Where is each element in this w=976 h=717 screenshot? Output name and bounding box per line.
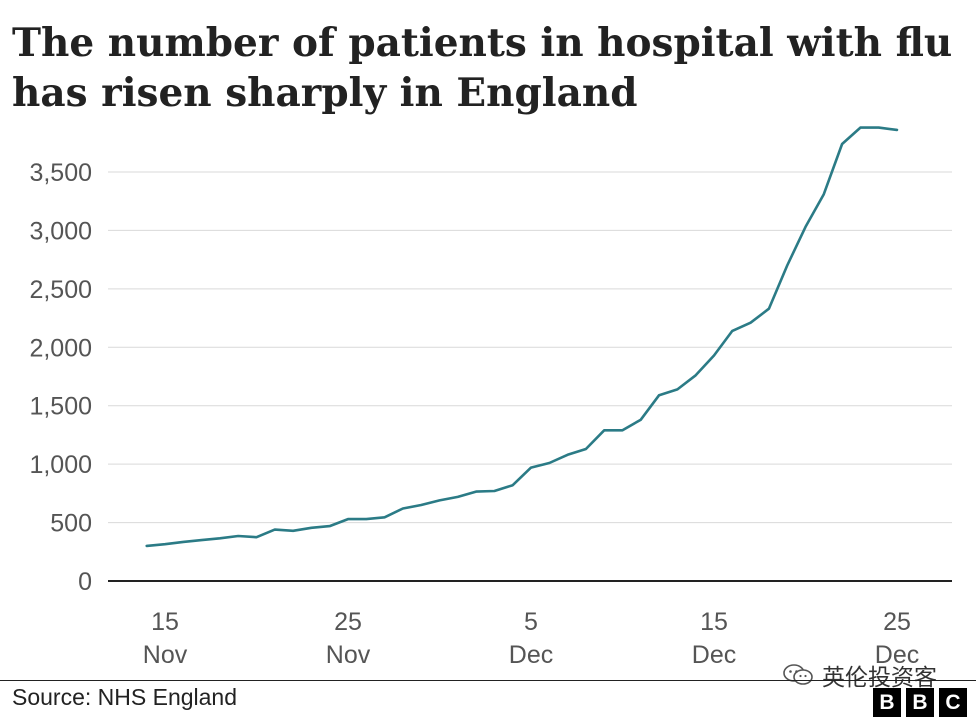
- x-axis-tick-labels: 15 Nov 25 Nov 5 Dec 15 Dec 25 Dec: [143, 608, 919, 669]
- source-note: Source: NHS England: [12, 684, 238, 710]
- x-tick-label-month: Dec: [692, 641, 736, 669]
- x-tick-label-day: 15: [151, 608, 179, 636]
- series-line: [145, 126, 899, 548]
- x-tick-label-day: 25: [883, 608, 911, 636]
- chart-title-line-2: has risen sharply in England: [12, 70, 638, 116]
- y-tick-label: 1,500: [29, 393, 92, 421]
- bbc-logo-letter-2: B: [906, 688, 934, 717]
- x-tick-label-day: 25: [334, 608, 362, 636]
- x-tick-label-day: 5: [524, 608, 538, 636]
- x-tick-label-month: Dec: [875, 641, 919, 669]
- y-axis-tick-labels: 0 500 1,000 1,500 2,000 2,500 3,000 3,500: [29, 159, 92, 596]
- watermark-text: 英伦投资客: [822, 665, 937, 691]
- watermark: 英伦投资客: [782, 658, 937, 692]
- bbc-logo-letter-1: B: [873, 688, 901, 717]
- y-tick-label: 1,000: [29, 451, 92, 479]
- x-tick-label-month: Dec: [509, 641, 553, 669]
- x-tick-label-day: 15: [700, 608, 728, 636]
- y-tick-label: 3,500: [29, 159, 92, 187]
- y-tick-label: 3,000: [29, 217, 92, 245]
- series-layer: [145, 126, 899, 548]
- chart-title: The number of patients in hospital with …: [12, 18, 962, 118]
- x-tick-label-month: Nov: [143, 641, 188, 669]
- x-tick-label-month: Nov: [326, 641, 371, 669]
- y-tick-label: 500: [50, 510, 92, 538]
- y-tick-label: 2,500: [29, 276, 92, 304]
- bbc-logo-letter-3: C: [939, 688, 967, 717]
- footer-divider: [0, 680, 976, 681]
- y-tick-label: 2,000: [29, 334, 92, 362]
- wechat-icon: [783, 664, 813, 685]
- y-tick-label: 0: [78, 568, 92, 596]
- gridlines: [108, 171, 952, 524]
- chart-title-line-1: The number of patients in hospital with …: [12, 20, 953, 66]
